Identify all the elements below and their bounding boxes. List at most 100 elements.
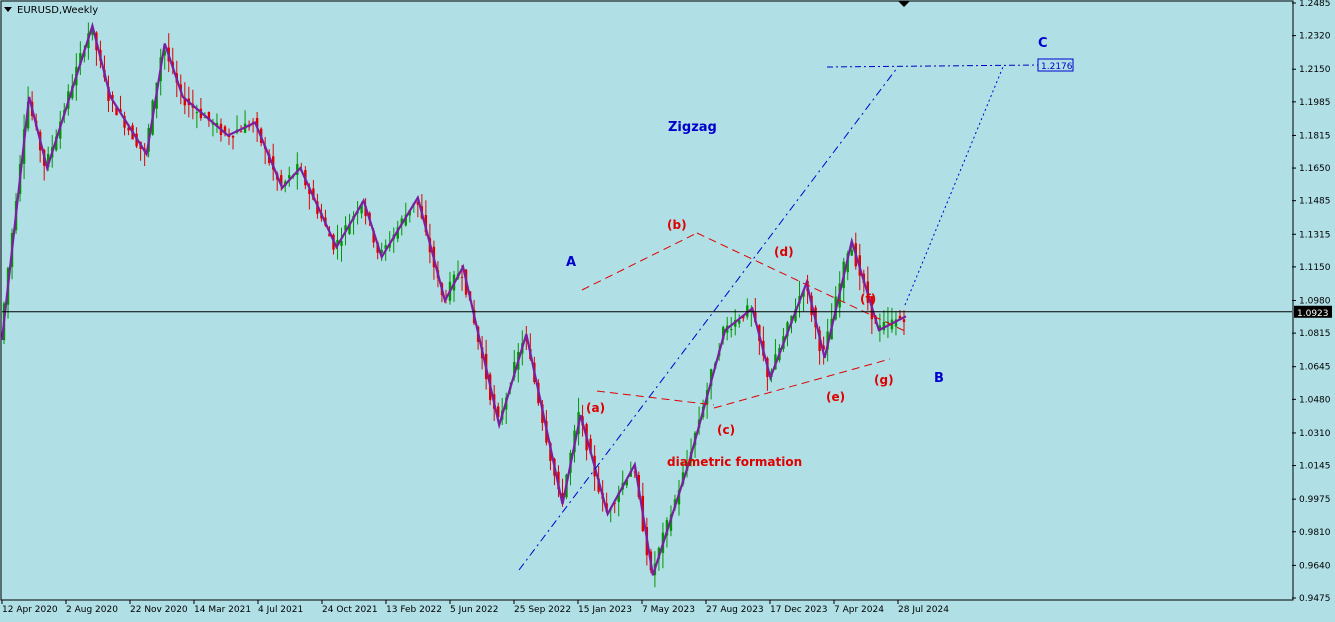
- candle-body: [561, 493, 564, 499]
- shift-marker-icon[interactable]: [898, 1, 910, 7]
- y-tick-label: 1.2485: [1299, 0, 1331, 9]
- triangle-upper-left: [581, 232, 698, 291]
- candle-body: [738, 320, 741, 324]
- y-axis: 1.2485 1.2320 1.2150 1.1985 1.1815 1.1650 1.14…: [2, 0, 1332, 604]
- wave-label-g: (g): [874, 373, 894, 387]
- chart-title: EURUSD,Weekly: [17, 5, 98, 16]
- candle-body: [496, 406, 500, 418]
- candle-body: [404, 214, 407, 226]
- y-tick-label: 1.2320: [1299, 32, 1331, 42]
- candle-body: [878, 325, 882, 331]
- wave-label-B: B: [934, 371, 944, 386]
- diametric-label: diametric formation: [667, 455, 802, 469]
- y-tick-label: 1.1815: [1299, 131, 1331, 141]
- wave-label-A: A: [566, 255, 576, 270]
- y-tick-label: 1.1315: [1299, 230, 1331, 240]
- y-tick-label: 1.0480: [1299, 395, 1331, 405]
- y-tick-label: 1.1650: [1299, 164, 1331, 174]
- dropdown-triangle-icon[interactable]: [4, 7, 12, 12]
- wave-label-b: (b): [667, 218, 687, 232]
- candle-body: [163, 50, 166, 56]
- candle-body: [348, 223, 351, 234]
- candle-body: [460, 276, 464, 278]
- candle-body: [280, 175, 283, 186]
- candle-body: [183, 97, 187, 106]
- wave-label-f: (f): [860, 292, 876, 306]
- candle-body: [513, 362, 516, 378]
- candle-body: [794, 309, 797, 322]
- candle-body: [786, 322, 789, 337]
- x-tick-label: 25 Sep 2022: [514, 605, 571, 615]
- target-price-box: [1037, 58, 1074, 72]
- candle-body: [669, 514, 673, 531]
- candle-body: [336, 239, 339, 246]
- x-tick-label: 2 Aug 2020: [66, 605, 118, 615]
- candle-body: [328, 233, 331, 237]
- candle-body: [380, 249, 383, 253]
- wave-label-d: (d): [774, 245, 794, 259]
- candle-body: [822, 345, 825, 350]
- candle-body: [372, 230, 375, 243]
- candle-body: [886, 321, 890, 323]
- y-tick-label: 0.9475: [1299, 594, 1331, 604]
- candle-body: [416, 201, 420, 205]
- candle-body: [730, 329, 733, 331]
- y-tick-label: 0.9640: [1299, 561, 1331, 571]
- x-tick-label: 7 Apr 2024: [834, 605, 884, 615]
- x-axis: 12 Apr 2020 2 Aug 2020 22 Nov 2020 14 Mar 2…: [1, 600, 949, 615]
- x-tick-label: 24 Oct 2021: [322, 605, 378, 615]
- x-tick-label: 7 May 2023: [642, 605, 695, 615]
- y-tick-label: 1.0815: [1299, 329, 1331, 339]
- target-level-line: [826, 64, 1041, 68]
- candle-body: [894, 319, 898, 327]
- projection-line-a-c: [518, 67, 898, 571]
- candle-body: [127, 127, 130, 131]
- current-price-box: [1294, 305, 1332, 318]
- wave-label-a: (a): [586, 401, 605, 415]
- candle-body: [898, 315, 902, 319]
- overlays-group: 1.2176: [518, 58, 1074, 571]
- candle-body: [107, 86, 110, 101]
- zigzag-group: [0, 21, 907, 576]
- y-tick-label: 1.0310: [1299, 429, 1331, 439]
- wave-label-C: C: [1038, 36, 1048, 51]
- candle-body: [111, 94, 114, 99]
- x-tick-label: 17 Dec 2023: [770, 605, 828, 615]
- y-tick-label: 1.0980: [1299, 297, 1331, 307]
- candle-body: [902, 319, 906, 323]
- zigzag-line: [0, 21, 907, 576]
- y-tick-label: 1.2150: [1299, 65, 1331, 75]
- wave-label-e: (e): [826, 390, 845, 404]
- candle-body: [288, 175, 291, 179]
- candle-body: [223, 126, 227, 134]
- candle-body: [272, 156, 275, 170]
- y-tick-label: 0.9975: [1299, 495, 1331, 505]
- candle-body: [115, 107, 118, 116]
- candle-body: [882, 322, 886, 331]
- candle-body: [360, 203, 363, 214]
- candle-body: [850, 249, 853, 256]
- candle-body: [119, 109, 122, 113]
- candle-body: [340, 240, 343, 246]
- x-tick-label: 27 Aug 2023: [706, 605, 764, 615]
- candle-body: [91, 28, 94, 35]
- candle-body: [308, 188, 311, 194]
- x-tick-label: 5 Jun 2022: [450, 605, 498, 615]
- candle-body: [384, 245, 387, 250]
- candle-body: [633, 471, 636, 473]
- candle-body: [231, 136, 235, 138]
- y-tick-label: 1.1985: [1299, 98, 1331, 108]
- current-price-label: 1.0923: [1297, 309, 1329, 319]
- x-tick-label: 22 Nov 2020: [130, 605, 188, 615]
- y-tick-label: 1.1485: [1299, 197, 1331, 207]
- candle-body: [251, 121, 255, 123]
- candle-body: [195, 112, 199, 114]
- triangle-lower-left: [596, 390, 715, 406]
- candle-body: [296, 164, 299, 175]
- candle-body: [364, 205, 367, 217]
- wave-label-c: (c): [717, 423, 735, 437]
- candle-body: [47, 154, 50, 168]
- x-tick-label: 13 Feb 2022: [386, 605, 442, 615]
